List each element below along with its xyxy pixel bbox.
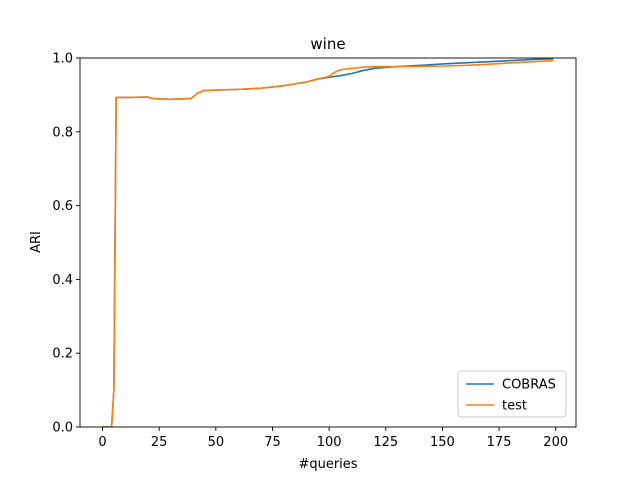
y-axis-title: ARI [29, 231, 44, 253]
series-line-test [102, 59, 554, 427]
x-tick-label: 75 [264, 435, 281, 450]
x-tick-label: 200 [543, 435, 568, 450]
chart-title: wine [310, 35, 345, 53]
x-axis-title: #queries [298, 457, 357, 472]
x-tick-label: 150 [430, 435, 455, 450]
legend-label-test: test [502, 399, 527, 414]
x-tick-label: 25 [151, 435, 168, 450]
x-tick-label: 50 [208, 435, 225, 450]
x-tick-label: 175 [487, 435, 512, 450]
y-tick-label: 0.4 [52, 273, 73, 288]
y-tick-label: 0.8 [52, 125, 73, 140]
y-tick-label: 0.0 [52, 421, 73, 436]
legend: COBRAS test [457, 370, 567, 418]
axes: 0 25 50 75 100 125 150 175 200 0.0 0.2 0.4 0.6 0.8 1.0 [52, 52, 577, 450]
legend-label-cobras: COBRAS [502, 378, 556, 393]
axes-frame [79, 57, 577, 428]
x-tick-label: 100 [317, 435, 342, 450]
y-tick-label: 1.0 [52, 52, 73, 67]
y-tick-label: 0.2 [52, 347, 73, 362]
y-tick-label: 0.6 [52, 199, 73, 214]
x-tick-label: 0 [98, 435, 106, 450]
x-tick-label: 125 [373, 435, 398, 450]
plot-area [102, 58, 554, 427]
